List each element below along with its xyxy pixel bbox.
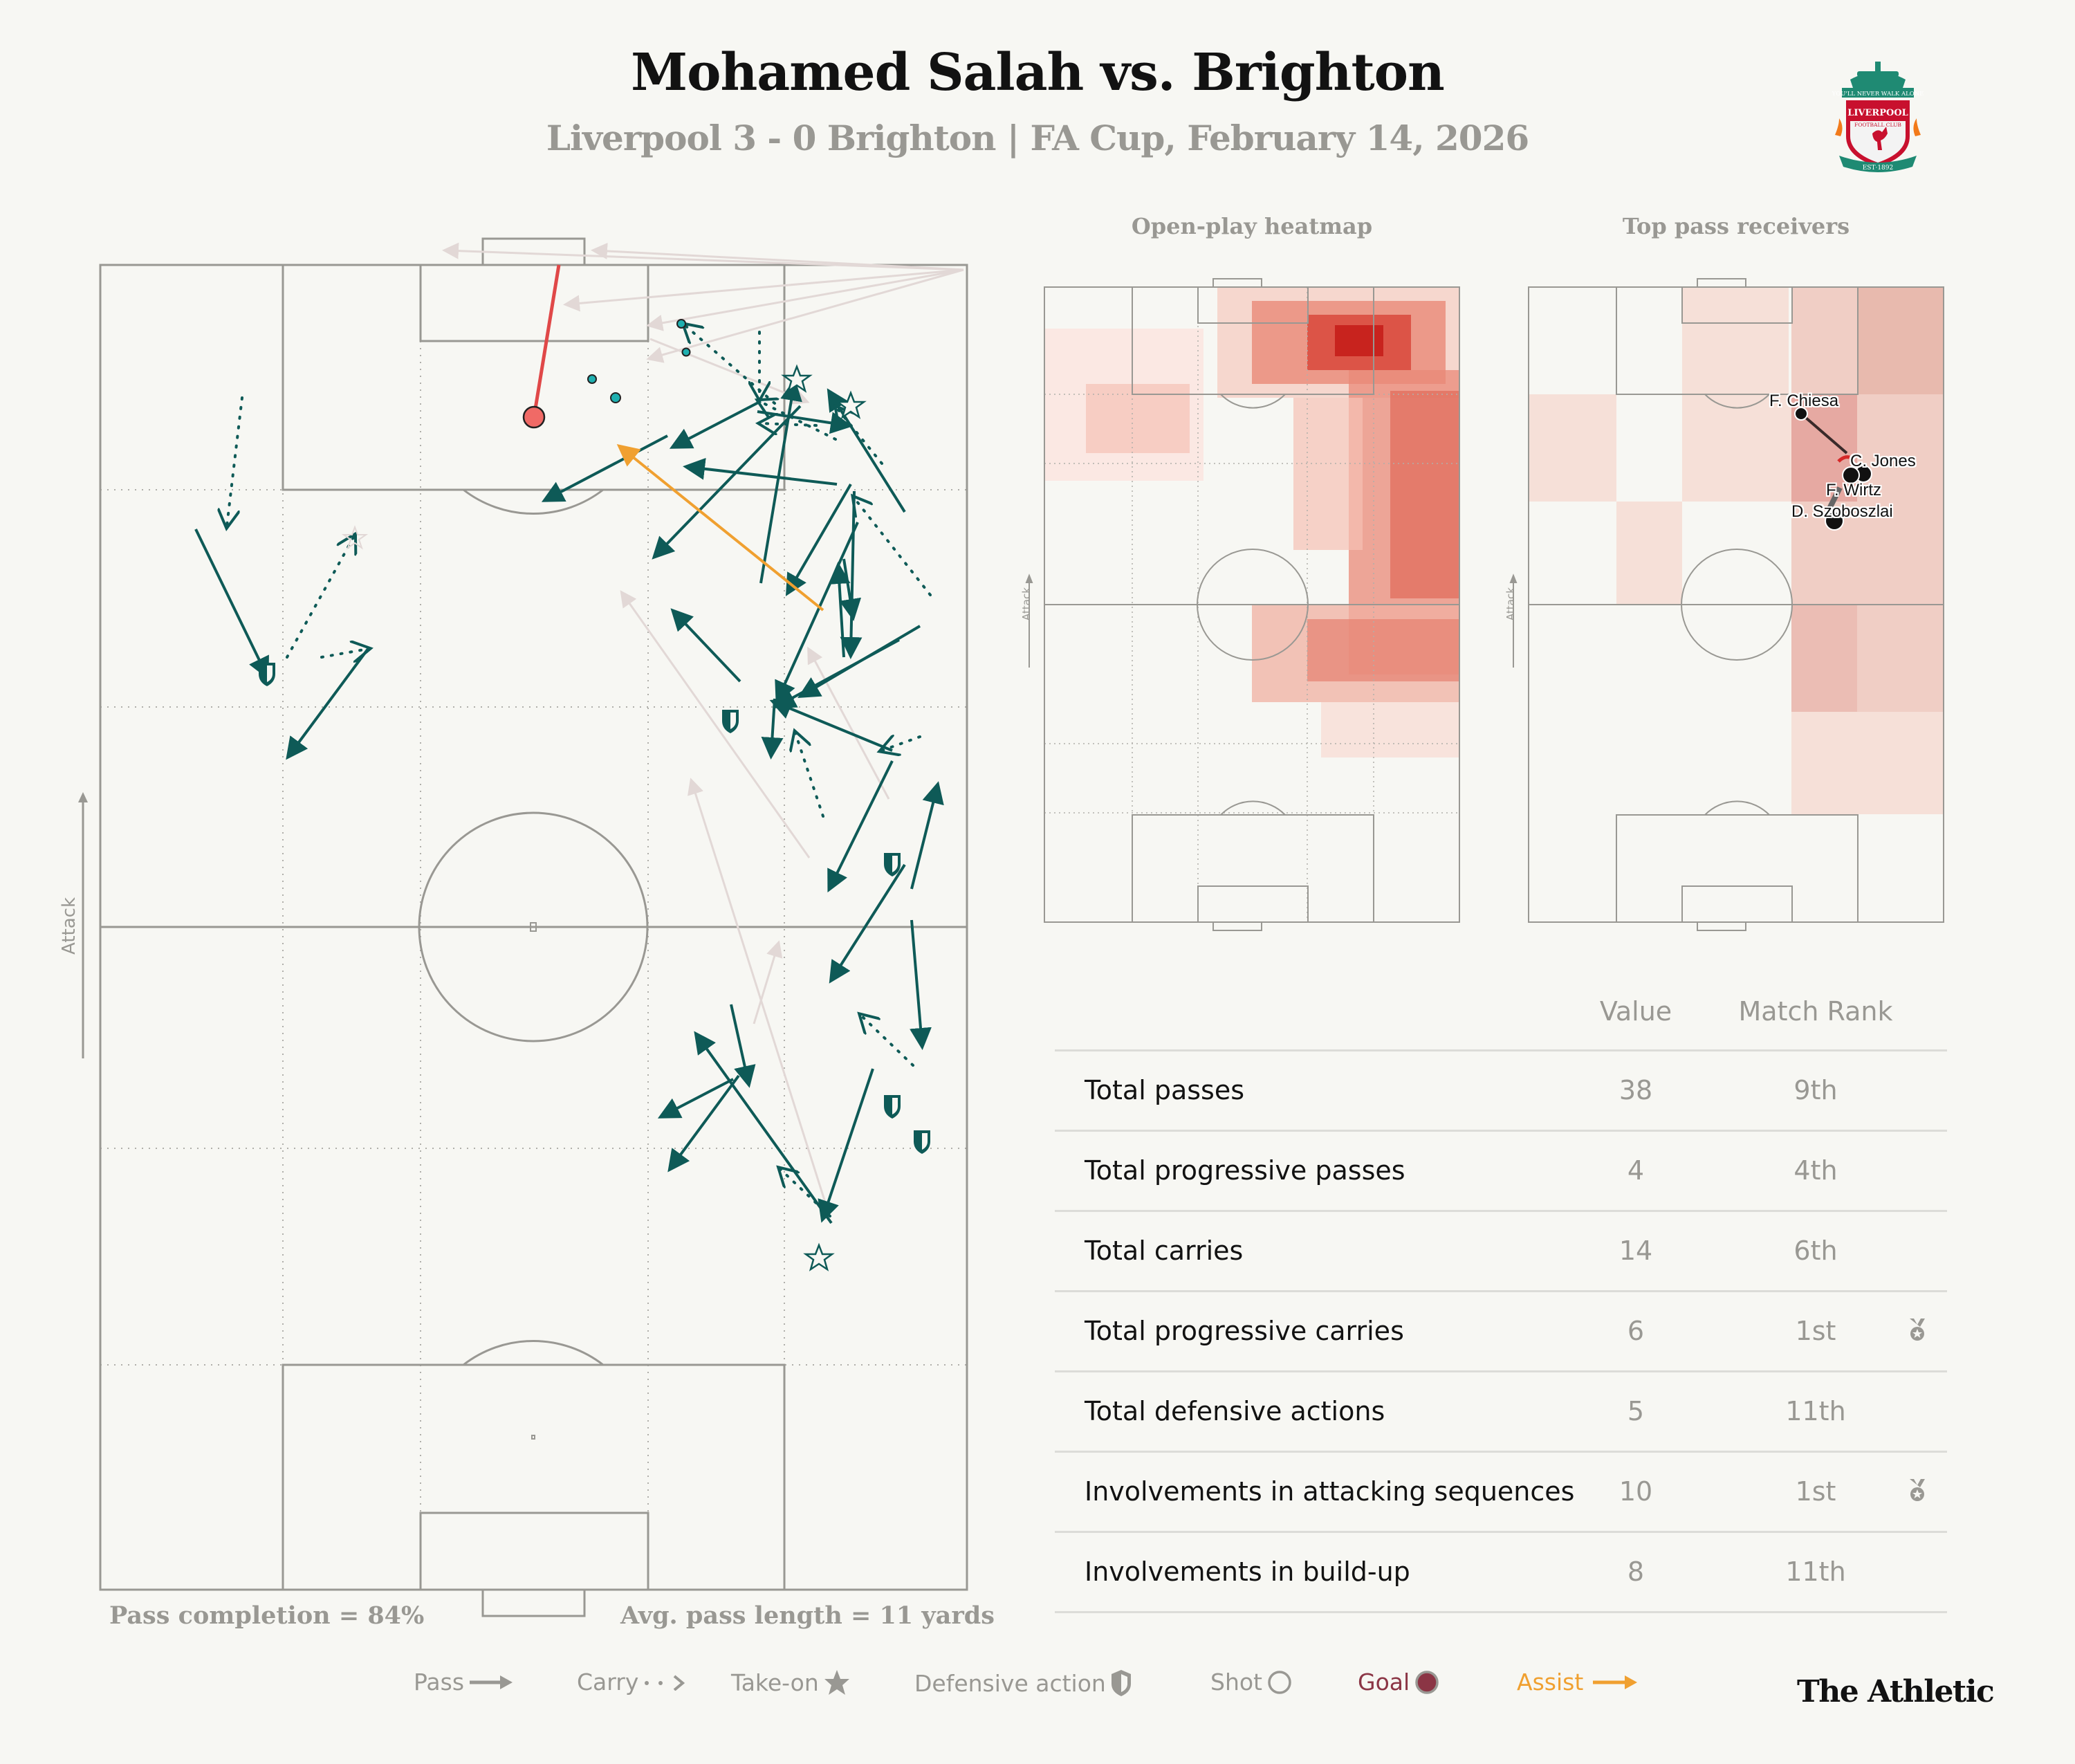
legend: Pass Carry Take-on Defensive action Shot… xyxy=(0,1669,2075,1703)
defensive-action-markers xyxy=(259,663,930,1154)
legend-assist: Assist xyxy=(1517,1669,1640,1696)
stats-table: Value Match Rank Total passes 38 9th Tot… xyxy=(1055,982,1947,1613)
receiver-label-chiesa: F. Chiesa xyxy=(1769,392,1839,410)
the-athletic-logo: The Athletic xyxy=(1797,1674,1995,1709)
attack-direction-arrow xyxy=(78,792,88,1058)
legend-defensive-action: Defensive action xyxy=(914,1669,1132,1698)
pass-link-line xyxy=(1800,412,1848,454)
table-row: Total progressive passes 4 4th xyxy=(1055,1130,1947,1210)
pass-completion-stat: Pass completion = 84% xyxy=(109,1601,425,1630)
row-label: Involvements in build-up xyxy=(1085,1556,1410,1587)
legend-take-on: Take-on xyxy=(731,1669,851,1696)
carries xyxy=(227,325,932,1218)
row-label: Total defensive actions xyxy=(1085,1396,1385,1426)
table-row: Involvements in attacking sequences 10 1… xyxy=(1055,1451,1947,1531)
heatmap-attack-label: Attack xyxy=(1020,587,1033,621)
table-row: Involvements in build-up 8 11th xyxy=(1055,1531,1947,1613)
receivers-pitch xyxy=(1509,278,1944,931)
legend-carry: Carry xyxy=(577,1669,687,1696)
row-value: 4 xyxy=(1627,1155,1645,1186)
take-on-unsuccessful xyxy=(341,525,369,550)
row-rank: 1st xyxy=(1795,1316,1836,1346)
medal-icon xyxy=(1910,1479,1925,1501)
chart-subtitle: Liverpool 3 - 0 Brighton | FA Cup, Febru… xyxy=(546,118,1529,158)
medal-icon xyxy=(1910,1319,1925,1341)
shot-markers xyxy=(587,319,691,403)
svg-text:EST·1892: EST·1892 xyxy=(1863,165,1894,172)
row-value: 10 xyxy=(1618,1476,1653,1507)
assist-arrow-icon xyxy=(1593,1675,1638,1689)
row-label: Involvements in attacking sequences xyxy=(1085,1476,1575,1507)
row-value: 8 xyxy=(1627,1556,1645,1587)
unsuccessful-passes xyxy=(442,242,964,1218)
row-label: Total progressive passes xyxy=(1085,1155,1405,1186)
row-value: 5 xyxy=(1627,1396,1645,1426)
svg-text:FOOTBALL CLUB: FOOTBALL CLUB xyxy=(1854,122,1901,128)
row-value: 14 xyxy=(1618,1235,1653,1266)
svg-text:YOU'LL NEVER WALK ALONE: YOU'LL NEVER WALK ALONE xyxy=(1832,91,1924,98)
shot-circle-icon xyxy=(1268,1670,1291,1694)
liverpool-crest-logo: YOU'LL NEVER WALK ALONE LIVERPOOL FOOTBA… xyxy=(1829,59,1926,180)
receiver-label-szoboszlai: D. Szoboszlai xyxy=(1791,502,1893,521)
assist-pass xyxy=(616,443,824,612)
heatmap-title: Open-play heatmap xyxy=(1131,213,1373,239)
receivers-attack-label: Attack xyxy=(1504,587,1517,621)
star-icon xyxy=(824,1670,849,1695)
table-header: Value Match Rank xyxy=(1055,982,1947,1049)
attack-label: Attack xyxy=(59,897,80,955)
event-map-pitch xyxy=(78,237,968,1617)
row-label: Total passes xyxy=(1085,1075,1245,1105)
heatmap-pitch xyxy=(1025,278,1460,931)
legend-shot: Shot xyxy=(1210,1669,1293,1696)
row-label: Total carries xyxy=(1085,1235,1244,1266)
table-row: Total carries 14 6th xyxy=(1055,1210,1947,1290)
table-row: Total progressive carries 6 1st xyxy=(1055,1290,1947,1370)
row-value: 6 xyxy=(1627,1316,1645,1346)
row-label: Total progressive carries xyxy=(1085,1316,1404,1346)
header-value: Value xyxy=(1599,996,1672,1027)
row-rank: 9th xyxy=(1793,1075,1838,1105)
heatmap-cells xyxy=(1044,287,1459,757)
goal-shot-marker xyxy=(522,405,546,429)
carry-arrow-icon xyxy=(645,1674,685,1691)
goal-circle-icon xyxy=(1415,1670,1439,1694)
chart-title: Mohamed Salah vs. Brighton xyxy=(631,43,1445,102)
pass-arrow-icon xyxy=(470,1675,513,1689)
table-row: Total defensive actions 5 11th xyxy=(1055,1370,1947,1451)
row-rank: 4th xyxy=(1793,1155,1838,1186)
legend-pass: Pass xyxy=(414,1669,514,1696)
svg-text:LIVERPOOL: LIVERPOOL xyxy=(1847,108,1908,118)
row-rank: 11th xyxy=(1785,1396,1846,1426)
receiver-nodes xyxy=(1794,407,1872,531)
receiver-label-wirtz: F. Wirtz xyxy=(1826,481,1881,499)
avg-pass-length-stat: Avg. pass length = 11 yards xyxy=(620,1601,995,1630)
receiver-label-jones: C. Jones xyxy=(1850,452,1916,470)
pass-link-line xyxy=(1827,486,1843,510)
table-row: Total passes 38 9th xyxy=(1055,1049,1947,1130)
row-value: 38 xyxy=(1618,1075,1653,1105)
receiver-zone-cells xyxy=(1529,287,1944,814)
shield-icon xyxy=(1111,1670,1131,1696)
header-match-rank: Match Rank xyxy=(1738,996,1893,1027)
row-rank: 11th xyxy=(1785,1556,1846,1587)
legend-goal: Goal xyxy=(1358,1669,1440,1696)
goal-shot-line xyxy=(532,264,561,418)
take-on-markers xyxy=(781,364,867,1271)
row-rank: 1st xyxy=(1795,1476,1836,1507)
receivers-title: Top pass receivers xyxy=(1622,213,1850,239)
row-rank: 6th xyxy=(1793,1235,1838,1266)
